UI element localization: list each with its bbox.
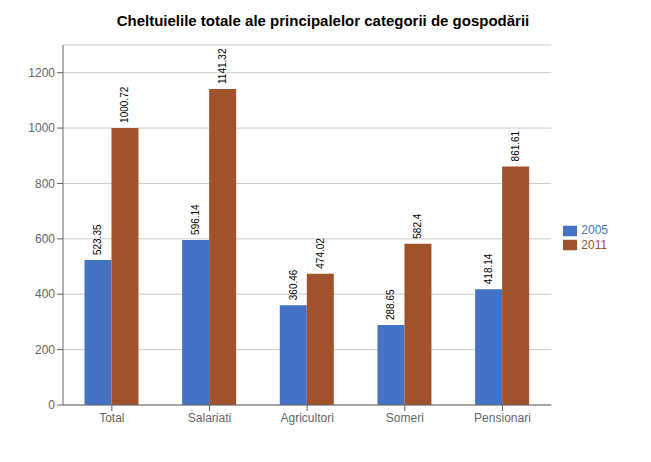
- svg-text:Total: Total: [99, 411, 124, 425]
- svg-text:360.46: 360.46: [288, 269, 299, 300]
- svg-text:596.14: 596.14: [190, 204, 201, 235]
- svg-text:Someri: Someri: [386, 411, 424, 425]
- svg-text:Pensionari: Pensionari: [474, 411, 531, 425]
- svg-text:861.61: 861.61: [510, 130, 521, 161]
- svg-text:Agricultori: Agricultori: [280, 411, 333, 425]
- svg-text:1200: 1200: [28, 66, 55, 80]
- svg-text:523.35: 523.35: [92, 224, 103, 255]
- svg-text:200: 200: [35, 343, 55, 357]
- svg-text:600: 600: [35, 232, 55, 246]
- svg-text:582.4: 582.4: [412, 213, 423, 238]
- svg-text:1141.32: 1141.32: [217, 48, 228, 84]
- svg-text:418.14: 418.14: [483, 253, 494, 284]
- svg-text:Salariati: Salariati: [188, 411, 231, 425]
- html-text:Cheltuielile totale ale princi: Cheltuielile totale ale principalelor ca…: [116, 12, 530, 29]
- svg-text:400: 400: [35, 287, 55, 301]
- svg-text:288.65: 288.65: [385, 289, 396, 320]
- svg-text:800: 800: [35, 177, 55, 191]
- svg-text:1000.72: 1000.72: [119, 86, 130, 123]
- svg-text:1000: 1000: [28, 121, 55, 135]
- html-text:2005: 2005: [581, 222, 608, 237]
- html-text:2011: 2011: [581, 237, 608, 252]
- svg-text:474.02: 474.02: [315, 238, 326, 269]
- svg-text:0: 0: [48, 398, 55, 412]
